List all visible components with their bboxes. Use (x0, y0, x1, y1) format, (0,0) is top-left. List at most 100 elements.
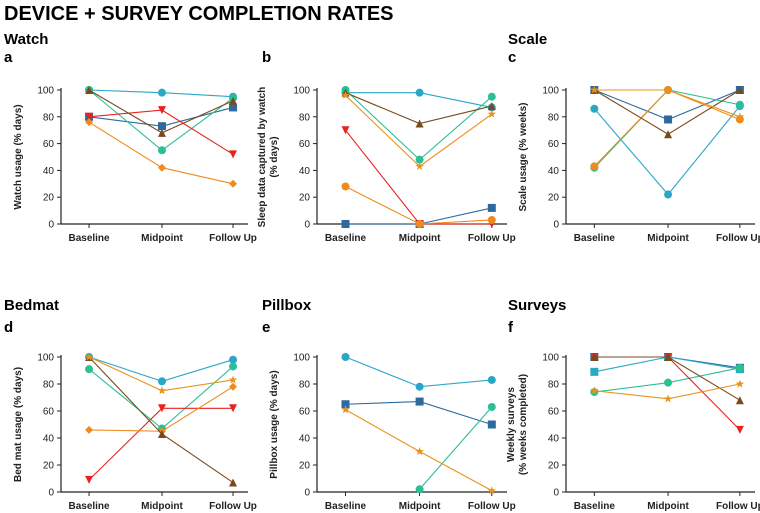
y-tick-label: 40 (548, 434, 560, 445)
x-category-label: Midpoint (141, 501, 183, 512)
data-point (415, 447, 424, 456)
data-point (157, 386, 167, 395)
y-axis-label: (% days) (269, 136, 280, 177)
y-axis-label: Weekly surveys (506, 387, 517, 462)
figure-title: DEVICE + SURVEY COMPLETION RATES (4, 3, 394, 25)
x-category-label: Baseline (325, 501, 367, 512)
data-point (487, 92, 496, 101)
series-line (345, 92, 492, 125)
y-tick-label: 20 (43, 461, 55, 472)
data-point (341, 353, 350, 361)
data-point (590, 386, 599, 395)
data-point (664, 190, 673, 199)
y-tick-label: 60 (548, 407, 560, 418)
data-point (735, 425, 744, 434)
series-participant-tan (341, 405, 497, 495)
x-category-label: Midpoint (141, 233, 183, 244)
series-participant-green (85, 362, 238, 433)
y-axis-label: Pillbox usage (% days) (269, 370, 280, 478)
y-tick-label: 0 (48, 220, 54, 231)
data-point (229, 179, 238, 188)
panel-letter: b (262, 49, 271, 66)
data-point (664, 353, 673, 361)
x-category-label: Midpoint (399, 501, 441, 512)
series-line (88, 407, 234, 481)
data-point (590, 85, 599, 94)
data-point (157, 88, 166, 97)
series-line (594, 356, 741, 401)
data-point (487, 203, 496, 212)
x-category-label: Baseline (68, 501, 110, 512)
section-title: Pillbox (262, 297, 312, 314)
data-point (487, 102, 496, 111)
y-axis-label: (% weeks completed) (518, 374, 529, 475)
y-tick-label: 100 (542, 86, 559, 97)
data-point (664, 378, 673, 387)
data-point (85, 112, 94, 121)
y-tick-label: 60 (299, 139, 311, 150)
data-point (735, 396, 744, 405)
data-point (664, 115, 673, 124)
y-tick-label: 80 (548, 380, 560, 391)
data-point (415, 220, 424, 228)
series-participant-orange (341, 182, 496, 228)
data-point (229, 382, 238, 391)
series-participant-red (85, 106, 238, 159)
series-participant-navy (341, 397, 496, 429)
panel-f: Surveys f 0 20 40 60 80 100 Baseline Midpoint Foll… (506, 297, 760, 512)
x-category-label: Follow Up (716, 233, 760, 244)
data-point (487, 402, 496, 411)
series-participant-brown (85, 353, 238, 487)
panel-b: b 0 20 40 60 80 100 Baseline Midpoint Follow Up Sl… (257, 49, 516, 244)
y-tick-label: 40 (299, 166, 311, 177)
data-point (229, 404, 238, 413)
y-tick-label: 80 (299, 380, 311, 391)
data-point (85, 365, 94, 374)
series-participant-green (590, 363, 744, 397)
data-point (85, 425, 94, 434)
panel-e: Pillbox e 0 20 40 60 80 100 Baseline Midpoint Foll… (262, 297, 516, 512)
x-category-label: Baseline (574, 233, 616, 244)
data-point (590, 367, 599, 376)
series-line (594, 89, 741, 135)
series-line (419, 406, 493, 490)
y-axis-label: Sleep data captured by watch (257, 87, 268, 228)
data-point (157, 429, 166, 438)
data-point (229, 96, 238, 105)
y-tick-label: 0 (304, 220, 310, 231)
data-point (735, 86, 744, 94)
series-line (593, 89, 741, 167)
x-category-label: Midpoint (647, 233, 689, 244)
data-point (341, 90, 350, 99)
y-tick-label: 60 (548, 139, 560, 150)
y-tick-label: 0 (48, 488, 54, 499)
y-tick-label: 100 (542, 353, 559, 364)
data-point (487, 420, 496, 429)
data-point (487, 375, 496, 384)
data-point (84, 352, 94, 361)
data-point (341, 126, 350, 135)
x-category-label: Midpoint (399, 233, 441, 244)
y-axis-label: Scale usage (% weeks) (518, 103, 529, 212)
y-tick-label: 40 (43, 166, 55, 177)
panel-letter: a (4, 49, 13, 66)
y-tick-label: 0 (553, 220, 559, 231)
series-line (593, 89, 740, 169)
data-point (85, 118, 94, 127)
series-participant-tan (341, 90, 497, 171)
y-tick-label: 20 (299, 461, 311, 472)
y-tick-label: 20 (548, 461, 560, 472)
data-point (487, 486, 497, 495)
section-title: Scale (508, 31, 547, 48)
x-category-label: Midpoint (647, 501, 689, 512)
y-tick-label: 40 (299, 434, 311, 445)
data-point (85, 86, 94, 94)
series-participant-brown (590, 353, 744, 405)
data-point (415, 382, 424, 391)
data-point (229, 150, 238, 159)
y-tick-label: 0 (553, 488, 559, 499)
series-line (345, 129, 492, 225)
